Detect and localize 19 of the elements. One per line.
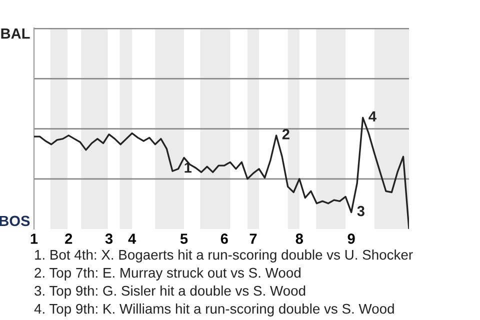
x-tick-label: 5 xyxy=(180,234,188,244)
text: BAL xyxy=(1,28,30,39)
text: 2. Top 7th: E. Murray struck out vs S. Wood xyxy=(34,268,300,280)
x-tick-label: 9 xyxy=(348,234,355,244)
annotation: 4 xyxy=(368,111,376,122)
x-tick-label: 2 xyxy=(65,234,72,244)
text: BOS xyxy=(0,216,30,226)
x-tick-label: 6 xyxy=(220,234,228,244)
x-tick-label: 7 xyxy=(250,234,257,244)
x-tick-label: 4 xyxy=(128,234,136,244)
annotation: 3 xyxy=(357,206,364,216)
x-tick-label: 8 xyxy=(296,234,303,244)
text: 4. Top 9th: K. Williams hit a run-scoring double vs S. Wood xyxy=(34,304,394,316)
x-tick-label: 1 xyxy=(30,234,38,244)
x-tick-label: 3 xyxy=(105,234,113,244)
text: 3. Top 9th: G. Sisler hit a double vs S. Wood xyxy=(34,286,306,298)
annotation: 1 xyxy=(184,162,192,173)
annotation: 2 xyxy=(282,129,290,140)
text: 1. Bot 4th: X. Bogaerts hit a run-scoring double vs U. Shocker xyxy=(35,250,413,262)
